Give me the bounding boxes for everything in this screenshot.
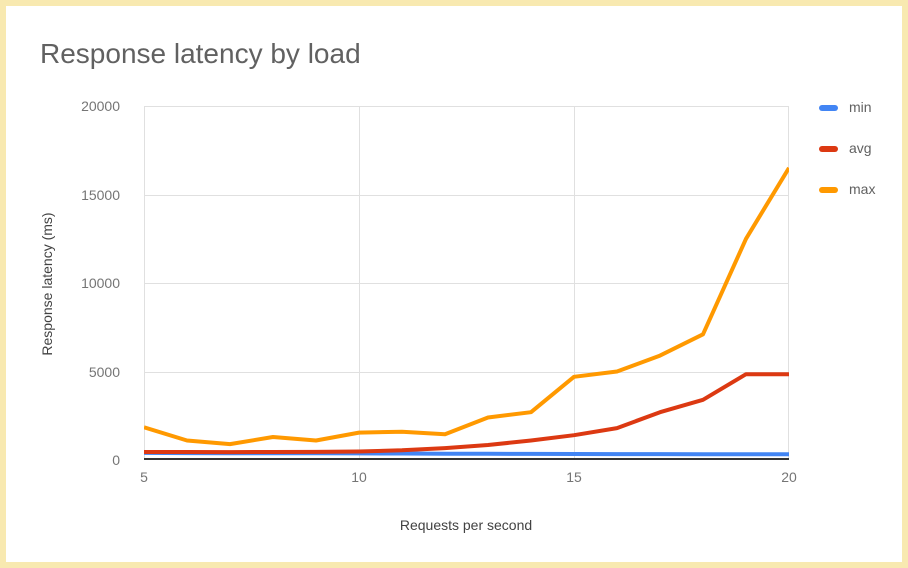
x-tick-label: 20	[781, 469, 797, 485]
legend-item-avg: avg	[819, 141, 875, 156]
legend: min avg max	[819, 100, 875, 223]
x-tick-label: 10	[351, 469, 367, 485]
y-tick-label: 10000	[81, 275, 120, 291]
legend-swatch-min	[819, 104, 838, 111]
x-tick-label: 15	[566, 469, 582, 485]
line-chart	[144, 106, 789, 460]
plot-area	[144, 106, 789, 460]
legend-label: min	[849, 99, 872, 115]
y-axis-title: Response latency (ms)	[39, 212, 55, 356]
legend-item-max: max	[819, 182, 875, 197]
y-tick-label: 15000	[81, 186, 120, 203]
x-axis-title: Requests per second	[399, 517, 533, 533]
x-tick-label: 5	[140, 469, 148, 485]
legend-swatch-max	[819, 186, 838, 193]
chart-title: Response latency by load	[40, 38, 361, 69]
legend-swatch-avg	[819, 145, 838, 152]
series-line-avg	[144, 372, 789, 455]
legend-label: max	[849, 181, 876, 197]
legend-item-min: min	[819, 100, 875, 115]
y-tick-label: 0	[112, 452, 120, 468]
y-tick-label: 20000	[81, 98, 120, 114]
legend-label: avg	[849, 140, 872, 156]
series-line-max	[144, 166, 789, 447]
y-tick-label: 5000	[88, 363, 120, 380]
